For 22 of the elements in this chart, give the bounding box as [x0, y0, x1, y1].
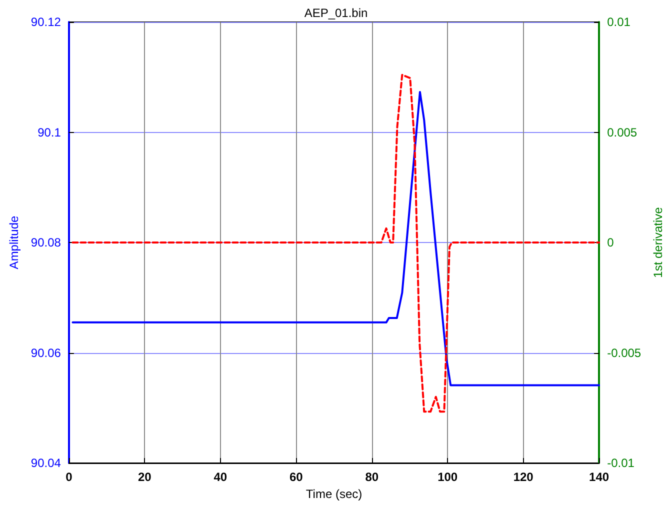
- x-tick-label: 140: [589, 470, 610, 484]
- y2-tick-label: 0.005: [607, 125, 638, 140]
- x-tick-label: 80: [365, 470, 379, 484]
- x-tick-label: 60: [289, 470, 304, 484]
- y2-tick-label: -0.005: [607, 346, 642, 360]
- x-tick-label: 0: [66, 470, 73, 484]
- x-tick-label: 100: [438, 470, 458, 484]
- x-axis-title: Time (sec): [306, 486, 362, 501]
- y2-axis-title: 1st derivative: [651, 206, 665, 278]
- y-tick-label: 90.06: [30, 346, 62, 360]
- x-tick-label: 120: [513, 470, 534, 484]
- y-tick-label: 90.1: [38, 125, 62, 140]
- y2-tick-label: 0.01: [607, 15, 631, 29]
- y-tick-label: 90.04: [30, 456, 62, 470]
- y-axis-title: Amplitude: [7, 216, 21, 270]
- y2-tick-label: -0.01: [607, 456, 635, 470]
- x-tick-label: 20: [138, 470, 152, 484]
- y2-tick-label: 0: [607, 236, 614, 250]
- chart-title: AEP_01.bin: [304, 6, 368, 20]
- y-tick-label: 90.12: [30, 15, 62, 29]
- x-tick-label: 40: [214, 470, 228, 484]
- y-tick-label: 90.08: [30, 236, 62, 250]
